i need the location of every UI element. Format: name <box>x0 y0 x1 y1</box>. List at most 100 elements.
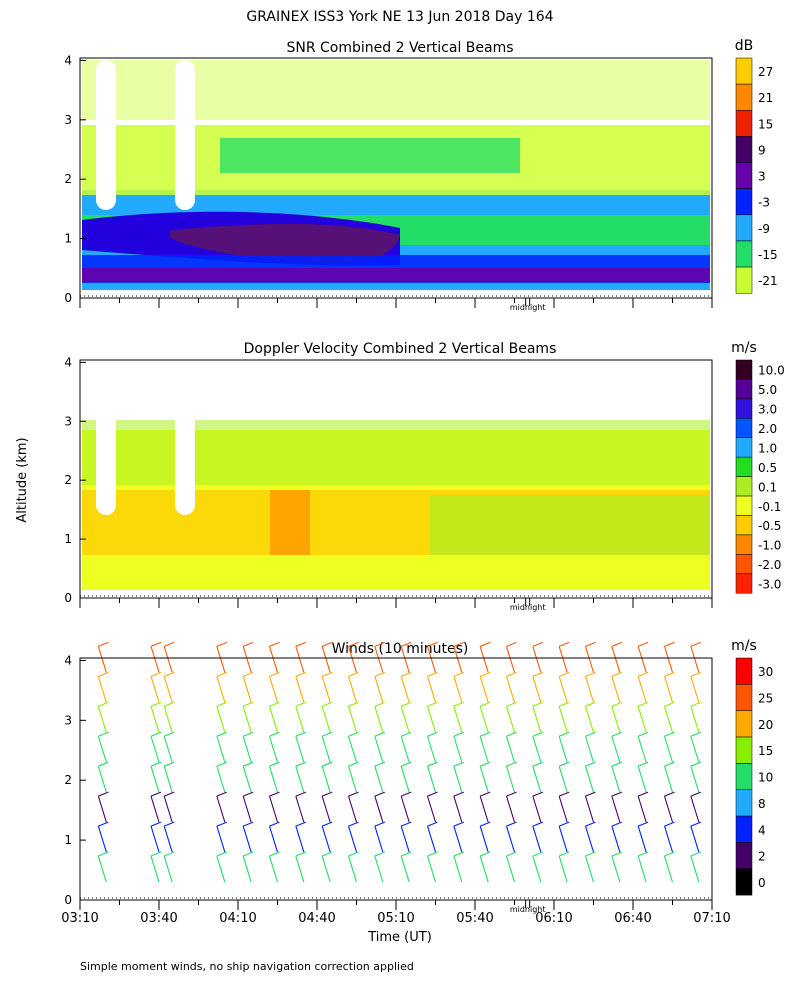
colorbar-swatch <box>735 763 753 791</box>
wind-barb <box>242 855 252 883</box>
wind-barb <box>242 766 252 793</box>
wind-barb-flag <box>321 761 333 767</box>
wind-barb <box>268 706 279 733</box>
wind-barb <box>453 736 463 763</box>
wind-barb <box>637 706 647 733</box>
wind-barb-flag <box>690 671 702 677</box>
wind-barb <box>268 766 279 793</box>
colorbar-label: -0.1 <box>758 500 781 514</box>
wind-barb <box>97 676 107 703</box>
wind-barb-flag <box>321 701 333 707</box>
colorbar-swatch <box>735 240 753 268</box>
wind-barb-flag <box>558 851 570 857</box>
wind-barb <box>690 766 700 793</box>
wind-barb-flag <box>163 671 175 677</box>
colorbar-swatch <box>735 266 753 294</box>
wind-barb-flag <box>269 791 280 797</box>
wind-barb <box>216 766 226 793</box>
wind-barb <box>532 706 542 733</box>
x-tick-label: 04:10 <box>219 911 256 926</box>
wind-barb-flag <box>269 701 280 707</box>
wind-barb-flag <box>585 671 596 677</box>
wind-barb <box>242 646 252 673</box>
wind-barb <box>532 676 542 703</box>
wind-barb <box>97 706 107 733</box>
wind-barb-flag <box>453 731 465 737</box>
wind-barb <box>150 676 160 703</box>
wind-barb-flag <box>400 791 412 797</box>
wind-barb-flag <box>374 851 386 857</box>
wind-barb <box>268 646 279 673</box>
y-tick-label: 1 <box>64 232 72 246</box>
wind-barb <box>400 706 410 733</box>
wind-barb <box>268 825 279 853</box>
wind-barb-flag <box>611 701 623 707</box>
wind-barb-flag <box>242 701 254 707</box>
wind-barb-flag <box>532 731 544 737</box>
wind-barb-flag <box>242 791 254 797</box>
wind-barb <box>505 795 516 823</box>
wind-barb <box>663 795 674 823</box>
wind-barb-flag <box>98 701 109 707</box>
colorbar-swatch <box>735 162 753 189</box>
colorbar-label: -3.0 <box>758 578 781 592</box>
figure-title: GRAINEX ISS3 York NE 13 Jun 2018 Day 164 <box>246 9 553 25</box>
wind-barb <box>584 676 595 703</box>
wind-barb-flag <box>216 821 228 827</box>
wind-barb <box>426 646 437 673</box>
winds-axes: 0 1 2 3 4 03:10 03:40 04:10 04:40 05:10 05:40 06:10… <box>61 653 730 926</box>
wind-barb-flag <box>400 761 412 767</box>
wind-barb-flag <box>295 701 307 707</box>
wind-barb <box>321 736 331 763</box>
colorbar-label: 5.0 <box>758 383 777 397</box>
wind-barb <box>479 825 489 853</box>
colorbar-label: 15 <box>758 117 773 131</box>
wind-barb <box>532 855 542 883</box>
wind-barb <box>295 825 305 853</box>
wind-barb-flag <box>216 701 228 707</box>
wind-barb <box>347 676 358 703</box>
wind-barb <box>163 706 173 733</box>
wind-barb <box>690 646 700 673</box>
wind-barb <box>374 795 384 823</box>
wind-barb-flag <box>532 671 544 677</box>
x-tick-label: 06:10 <box>535 911 572 926</box>
snr-upper-band <box>220 138 520 173</box>
x-axis-label: Time (UT) <box>367 930 432 945</box>
colorbar-label: 8 <box>758 797 766 811</box>
wind-barb <box>374 706 384 733</box>
wind-barb-flag <box>216 671 228 677</box>
wind-barb <box>242 676 252 703</box>
wind-barb <box>242 706 252 733</box>
doppler-colorbar: m/s10.0 5.0 3.0 2.0 1.0 0.5 0.1 -0.1 -0.5 -1.0 -2.… <box>731 340 785 594</box>
wind-barb-flag <box>321 671 333 677</box>
y-tick-label: 4 <box>64 653 72 667</box>
wind-barb <box>216 736 226 763</box>
wind-barb <box>453 766 463 793</box>
wind-barb-flag <box>664 821 675 827</box>
colorbar-swatch <box>735 57 753 85</box>
wind-barb <box>242 736 252 763</box>
wind-barb <box>150 766 160 793</box>
wind-barb <box>216 795 226 823</box>
wind-barb-flag <box>532 851 544 857</box>
wind-barb <box>268 736 279 763</box>
wind-barb-flag <box>242 821 254 827</box>
wind-barb-flag <box>348 671 359 677</box>
wind-barb <box>295 706 305 733</box>
x-tick-label: 05:40 <box>456 911 493 926</box>
wind-barb-flag <box>532 761 544 767</box>
wind-barb-flag <box>664 761 675 767</box>
wind-barb-flag <box>479 851 491 857</box>
wind-barb <box>347 646 358 673</box>
wind-barb-flag <box>664 641 675 647</box>
wind-barb <box>426 855 437 883</box>
wind-barb <box>505 825 516 853</box>
wind-barb <box>637 795 647 823</box>
wind-barb <box>505 646 516 673</box>
wind-barb-flag <box>453 641 465 647</box>
wind-barb-flag <box>585 851 596 857</box>
wind-barb-flag <box>400 731 412 737</box>
